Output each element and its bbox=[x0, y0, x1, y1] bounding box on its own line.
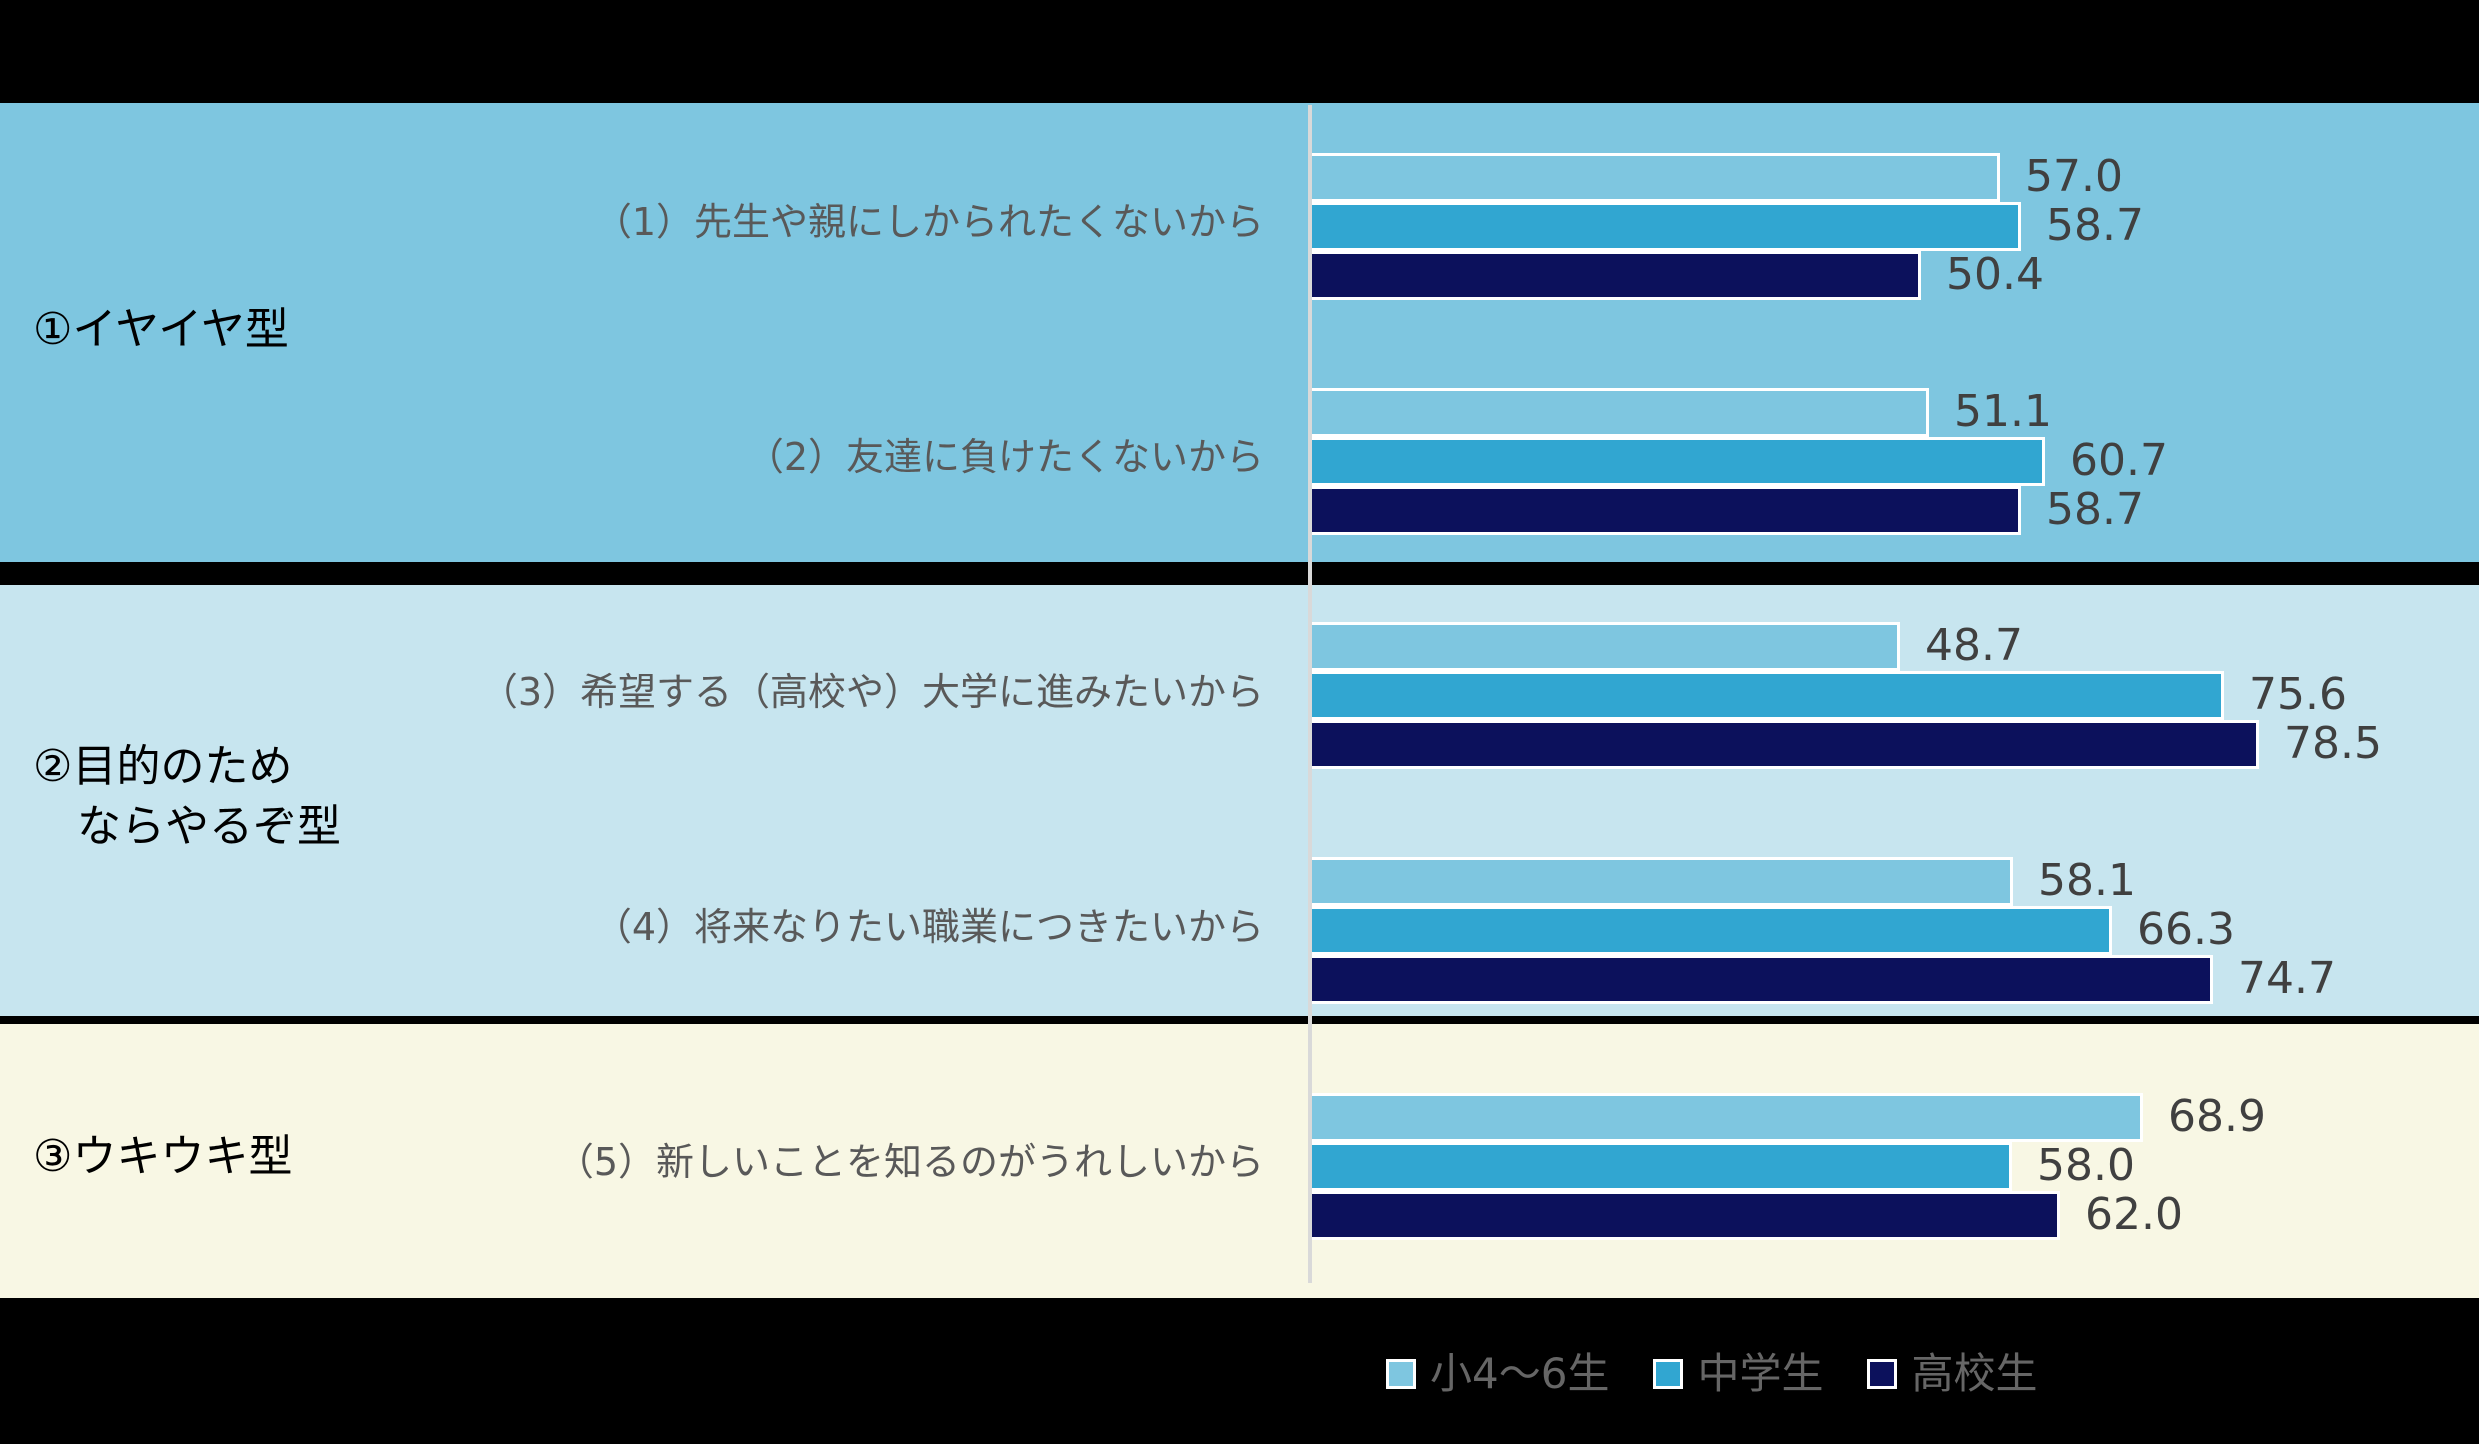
item-label-1: （1）先生や親にしかられたくないから bbox=[593, 200, 1264, 244]
bar-item4-junior-high bbox=[1312, 906, 2112, 955]
item-label-3: （3）希望する（高校や）大学に進みたいから bbox=[479, 670, 1264, 714]
bar-item1-high-school bbox=[1312, 251, 1921, 300]
bar-item1-junior-high bbox=[1312, 202, 2021, 251]
legend-label-high-school: 高校生 bbox=[1911, 1349, 2038, 1398]
bar-item5-elementary bbox=[1312, 1093, 2143, 1142]
bar-item3-high-school bbox=[1312, 720, 2259, 769]
value-label-item1-high-school: 50.4 bbox=[1946, 249, 2044, 300]
value-label-item2-elementary: 51.1 bbox=[1954, 386, 2052, 437]
value-label-item4-elementary: 58.1 bbox=[2038, 855, 2136, 906]
bar-item4-elementary bbox=[1312, 857, 2013, 906]
legend: 小4〜6生 中学生 高校生 bbox=[1386, 1346, 2081, 1402]
item-label-4: （4）将来なりたい職業につきたいから bbox=[593, 905, 1264, 949]
legend-swatch-high-school bbox=[1867, 1359, 1898, 1389]
section-iyaiya bbox=[0, 103, 2479, 562]
legend-item-high-school: 高校生 bbox=[1867, 1346, 2037, 1402]
y-axis-line bbox=[1308, 105, 1312, 1283]
value-label-item4-junior-high: 66.3 bbox=[2137, 904, 2235, 955]
legend-label-junior-high: 中学生 bbox=[1697, 1349, 1824, 1398]
item-label-2: （2）友達に負けたくないから bbox=[745, 435, 1264, 479]
bar-item2-high-school bbox=[1312, 486, 2021, 535]
value-label-item3-elementary: 48.7 bbox=[1925, 620, 2023, 671]
bar-item3-junior-high bbox=[1312, 671, 2224, 720]
legend-swatch-elementary bbox=[1386, 1359, 1416, 1389]
value-label-item3-junior-high: 75.6 bbox=[2249, 669, 2347, 720]
legend-swatch-junior-high bbox=[1653, 1359, 1684, 1389]
legend-item-elementary: 小4〜6生 bbox=[1386, 1346, 1609, 1402]
bar-item2-junior-high bbox=[1312, 437, 2045, 486]
bar-item3-elementary bbox=[1312, 622, 1900, 671]
value-label-item2-junior-high: 60.7 bbox=[2070, 435, 2168, 486]
value-label-item5-elementary: 68.9 bbox=[2168, 1091, 2266, 1142]
value-label-item1-junior-high: 58.7 bbox=[2046, 200, 2144, 251]
bar-item1-elementary bbox=[1312, 153, 2000, 202]
category-label-iyaiya: ①イヤイヤ型 bbox=[33, 304, 289, 355]
item-label-5: （5）新しいことを知るのがうれしいから bbox=[555, 1140, 1264, 1184]
value-label-item5-high-school: 62.0 bbox=[2085, 1189, 2183, 1240]
bar-item4-high-school bbox=[1312, 955, 2213, 1004]
value-label-item1-elementary: 57.0 bbox=[2025, 151, 2123, 202]
bar-item2-elementary bbox=[1312, 388, 1929, 437]
value-label-item3-high-school: 78.5 bbox=[2284, 718, 2382, 769]
legend-item-junior-high: 中学生 bbox=[1653, 1346, 1823, 1402]
value-label-item4-high-school: 74.7 bbox=[2238, 953, 2336, 1004]
bar-item5-high-school bbox=[1312, 1191, 2060, 1240]
legend-label-elementary: 小4〜6生 bbox=[1430, 1349, 1610, 1398]
value-label-item2-high-school: 58.7 bbox=[2046, 484, 2144, 535]
value-label-item5-junior-high: 58.0 bbox=[2037, 1140, 2135, 1191]
section-ukiuki bbox=[0, 1024, 2479, 1298]
bar-item5-junior-high bbox=[1312, 1142, 2012, 1191]
category-label-ukiuki: ③ウキウキ型 bbox=[33, 1131, 293, 1182]
category-label-mokuteki: ②目的のため ならやるぞ型 bbox=[33, 741, 341, 852]
